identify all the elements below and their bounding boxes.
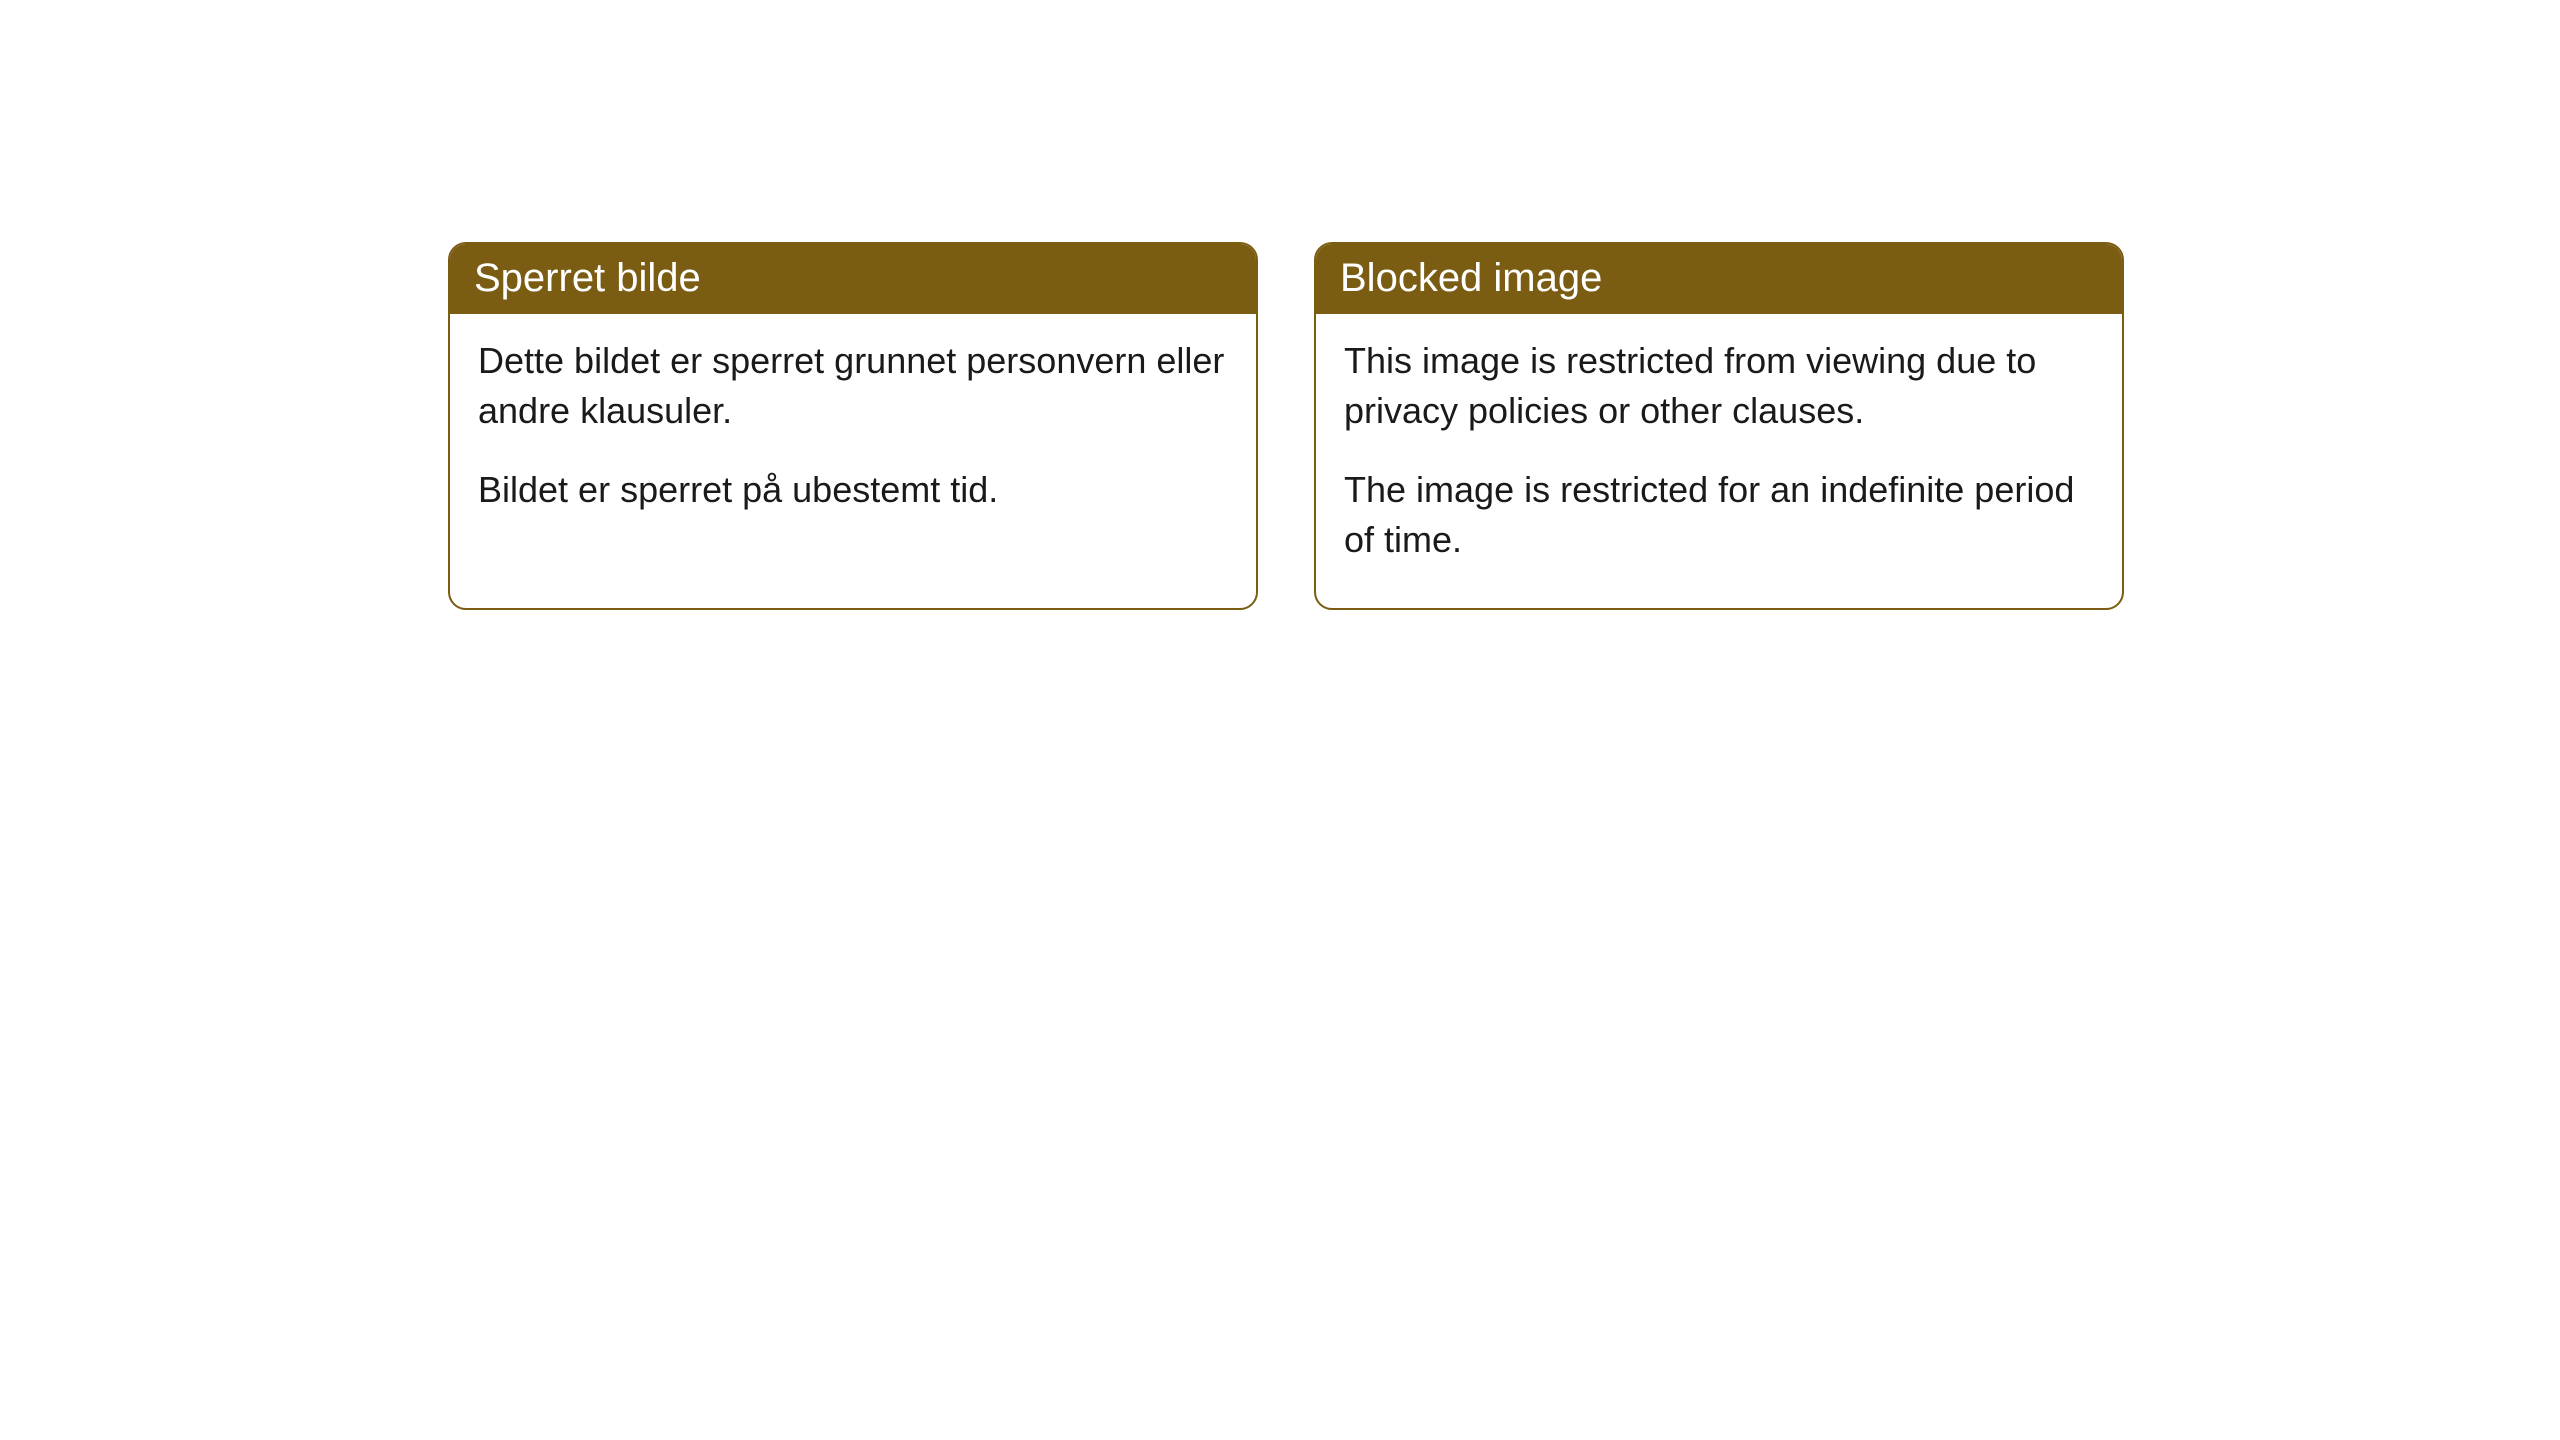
card-title: Sperret bilde <box>474 256 701 300</box>
notice-cards-container: Sperret bilde Dette bildet er sperret gr… <box>448 242 2124 610</box>
card-body: Dette bildet er sperret grunnet personve… <box>450 314 1256 557</box>
card-header: Blocked image <box>1316 244 2122 314</box>
card-header: Sperret bilde <box>450 244 1256 314</box>
card-paragraph: Dette bildet er sperret grunnet personve… <box>478 336 1228 437</box>
card-paragraph: Bildet er sperret på ubestemt tid. <box>478 465 1228 515</box>
blocked-image-card-english: Blocked image This image is restricted f… <box>1314 242 2124 610</box>
card-paragraph: The image is restricted for an indefinit… <box>1344 465 2094 566</box>
card-body: This image is restricted from viewing du… <box>1316 314 2122 608</box>
blocked-image-card-norwegian: Sperret bilde Dette bildet er sperret gr… <box>448 242 1258 610</box>
card-paragraph: This image is restricted from viewing du… <box>1344 336 2094 437</box>
card-title: Blocked image <box>1340 256 1602 300</box>
